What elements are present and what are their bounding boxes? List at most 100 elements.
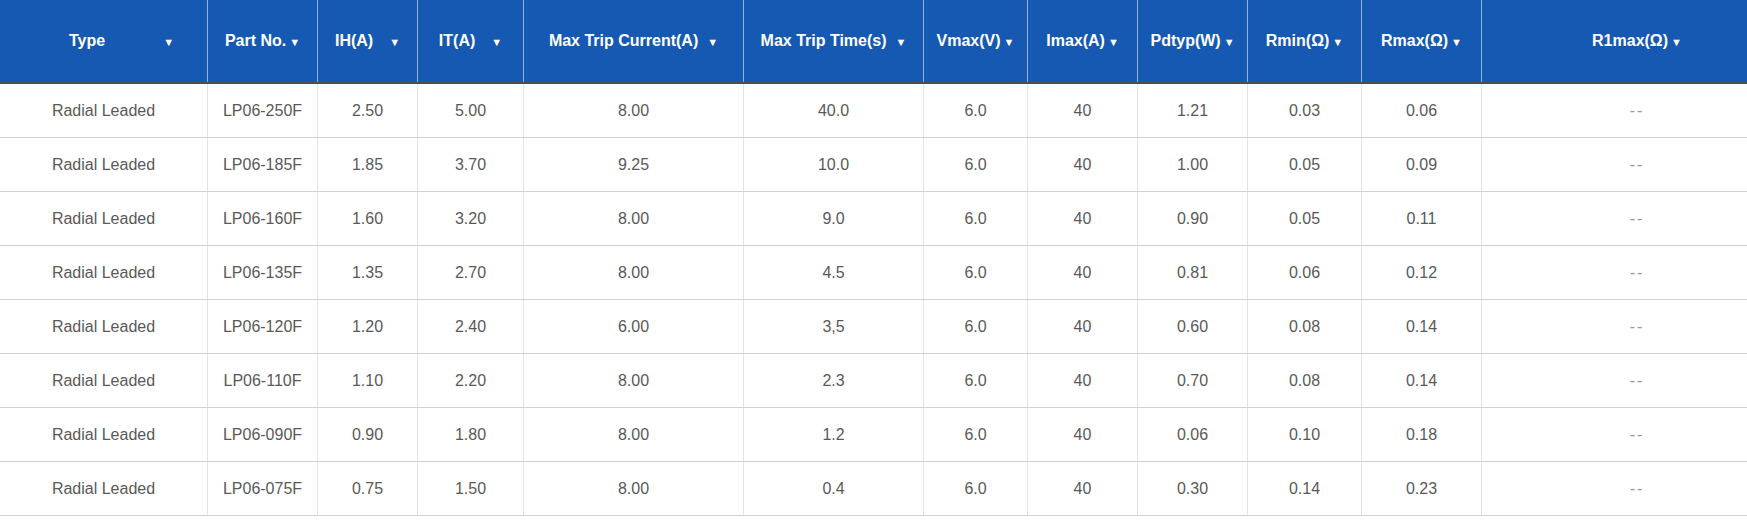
column-header-ih-a[interactable]: IH(A) ▼ — [318, 0, 418, 82]
sort-arrow-icon: ▼ — [1224, 37, 1235, 48]
table-cell: 1.10 — [318, 354, 418, 407]
sort-arrow-icon: ▼ — [1108, 37, 1119, 48]
table-cell: -- — [1482, 300, 1747, 353]
table-cell: 8.00 — [524, 462, 744, 515]
table-cell: 40 — [1028, 462, 1138, 515]
table-cell: Radial Leaded — [0, 138, 208, 191]
table-cell: 0.90 — [318, 408, 418, 461]
table-cell: 6.0 — [924, 84, 1028, 137]
table-cell: 0.03 — [1248, 84, 1362, 137]
table-cell: Radial Leaded — [0, 246, 208, 299]
table-cell: 0.81 — [1138, 246, 1248, 299]
column-header-label: Max Trip Time(s) — [761, 32, 887, 50]
table-cell: 0.60 — [1138, 300, 1248, 353]
table-cell: 0.90 — [1138, 192, 1248, 245]
column-header-max-trip-current-a[interactable]: Max Trip Current(A)▼ — [524, 0, 744, 82]
table-cell: 0.09 — [1362, 138, 1482, 191]
column-header-label: Vmax(V) — [937, 32, 1001, 50]
table-cell: 0.12 — [1362, 246, 1482, 299]
table-cell: -- — [1482, 462, 1747, 515]
table-cell: 1.20 — [318, 300, 418, 353]
table-cell: 40 — [1028, 354, 1138, 407]
table-cell: 0.14 — [1362, 354, 1482, 407]
table-cell: -- — [1482, 408, 1747, 461]
table-scroll-container[interactable]: Type▼Part No.▼IH(A)▼IT(A)▼Max Trip Curre… — [0, 0, 1747, 529]
column-header-max-trip-time-s[interactable]: Max Trip Time(s)▼ — [744, 0, 924, 82]
sort-arrow-icon: ▼ — [1332, 37, 1343, 48]
table-cell: 0.06 — [1362, 84, 1482, 137]
table-cell: 6.0 — [924, 408, 1028, 461]
table-cell: -- — [1482, 354, 1747, 407]
column-header-rmin[interactable]: Rmin(Ω)▼ — [1248, 0, 1362, 82]
sort-arrow-icon: ▼ — [707, 37, 718, 48]
table-cell: 1.2 — [744, 408, 924, 461]
table-cell: 40 — [1028, 84, 1138, 137]
column-header-label: Pdtyp(W) — [1150, 32, 1220, 50]
column-header-r1max[interactable]: R1max(Ω)▼ — [1482, 0, 1747, 82]
table-cell: LP06-250F — [208, 84, 318, 137]
table-row: Radial LeadedLP06-185F1.853.709.2510.06.… — [0, 138, 1747, 192]
table-cell: 8.00 — [524, 192, 744, 245]
table-cell: LP06-110F — [208, 354, 318, 407]
table-cell: -- — [1482, 246, 1747, 299]
column-header-vmax-v[interactable]: Vmax(V)▼ — [924, 0, 1028, 82]
table-cell: 40 — [1028, 138, 1138, 191]
table-cell: 0.4 — [744, 462, 924, 515]
column-header-pdtyp-w[interactable]: Pdtyp(W) ▼ — [1138, 0, 1248, 82]
column-header-label: IH(A) — [335, 32, 373, 50]
table-row: Radial LeadedLP06-160F1.603.208.009.06.0… — [0, 192, 1747, 246]
table-cell: 8.00 — [524, 84, 744, 137]
sort-arrow-icon: ▼ — [289, 37, 300, 48]
table-cell: 40 — [1028, 300, 1138, 353]
column-header-imax-a[interactable]: Imax(A)▼ — [1028, 0, 1138, 82]
table-row: Radial LeadedLP06-250F2.505.008.0040.06.… — [0, 84, 1747, 138]
table-cell: 3.20 — [418, 192, 524, 245]
column-header-type[interactable]: Type▼ — [0, 0, 208, 82]
sort-arrow-icon: ▼ — [1671, 37, 1682, 48]
table-cell: 6.0 — [924, 462, 1028, 515]
table-cell: 0.14 — [1248, 462, 1362, 515]
parametric-table-page: Type▼Part No.▼IH(A)▼IT(A)▼Max Trip Curre… — [0, 0, 1747, 529]
column-header-label: IT(A) — [439, 32, 475, 50]
table-cell: LP06-090F — [208, 408, 318, 461]
table-cell: LP06-120F — [208, 300, 318, 353]
table-cell: Radial Leaded — [0, 300, 208, 353]
table-cell: 10.0 — [744, 138, 924, 191]
table-cell: -- — [1482, 192, 1747, 245]
table-cell: 1.60 — [318, 192, 418, 245]
table-cell: 1.50 — [418, 462, 524, 515]
table-cell: Radial Leaded — [0, 462, 208, 515]
column-header-it-a[interactable]: IT(A)▼ — [418, 0, 524, 82]
column-header-label: Rmin(Ω) — [1266, 32, 1329, 50]
table-cell: 6.0 — [924, 300, 1028, 353]
table-cell: 40 — [1028, 408, 1138, 461]
table-row: Radial LeadedLP06-110F1.102.208.002.36.0… — [0, 354, 1747, 408]
table-cell: 0.06 — [1138, 408, 1248, 461]
table-cell: 0.10 — [1248, 408, 1362, 461]
table-cell: 2.70 — [418, 246, 524, 299]
table-cell: 2.50 — [318, 84, 418, 137]
table-cell: 40 — [1028, 192, 1138, 245]
table-cell: 0.70 — [1138, 354, 1248, 407]
table-row: Radial LeadedLP06-120F1.202.406.003,56.0… — [0, 300, 1747, 354]
table-cell: 0.05 — [1248, 138, 1362, 191]
table-cell: Radial Leaded — [0, 84, 208, 137]
table-cell: 2.20 — [418, 354, 524, 407]
table-cell: 40.0 — [744, 84, 924, 137]
table-cell: 8.00 — [524, 354, 744, 407]
table-cell: 0.75 — [318, 462, 418, 515]
table-row: Radial LeadedLP06-090F0.901.808.001.26.0… — [0, 408, 1747, 462]
table-cell: 4.5 — [744, 246, 924, 299]
column-header-part-no[interactable]: Part No.▼ — [208, 0, 318, 82]
table-cell: Radial Leaded — [0, 192, 208, 245]
table-cell: 1.80 — [418, 408, 524, 461]
header-row: Type▼Part No.▼IH(A)▼IT(A)▼Max Trip Curre… — [0, 0, 1747, 84]
table-cell: 0.14 — [1362, 300, 1482, 353]
sort-arrow-icon: ▼ — [1004, 37, 1015, 48]
table-cell: LP06-160F — [208, 192, 318, 245]
column-header-rmax[interactable]: Rmax(Ω)▼ — [1362, 0, 1482, 82]
column-header-label: Rmax(Ω) — [1381, 32, 1448, 50]
sort-arrow-icon: ▼ — [389, 37, 400, 48]
sort-arrow-icon: ▼ — [1451, 37, 1462, 48]
table-cell: 3.70 — [418, 138, 524, 191]
